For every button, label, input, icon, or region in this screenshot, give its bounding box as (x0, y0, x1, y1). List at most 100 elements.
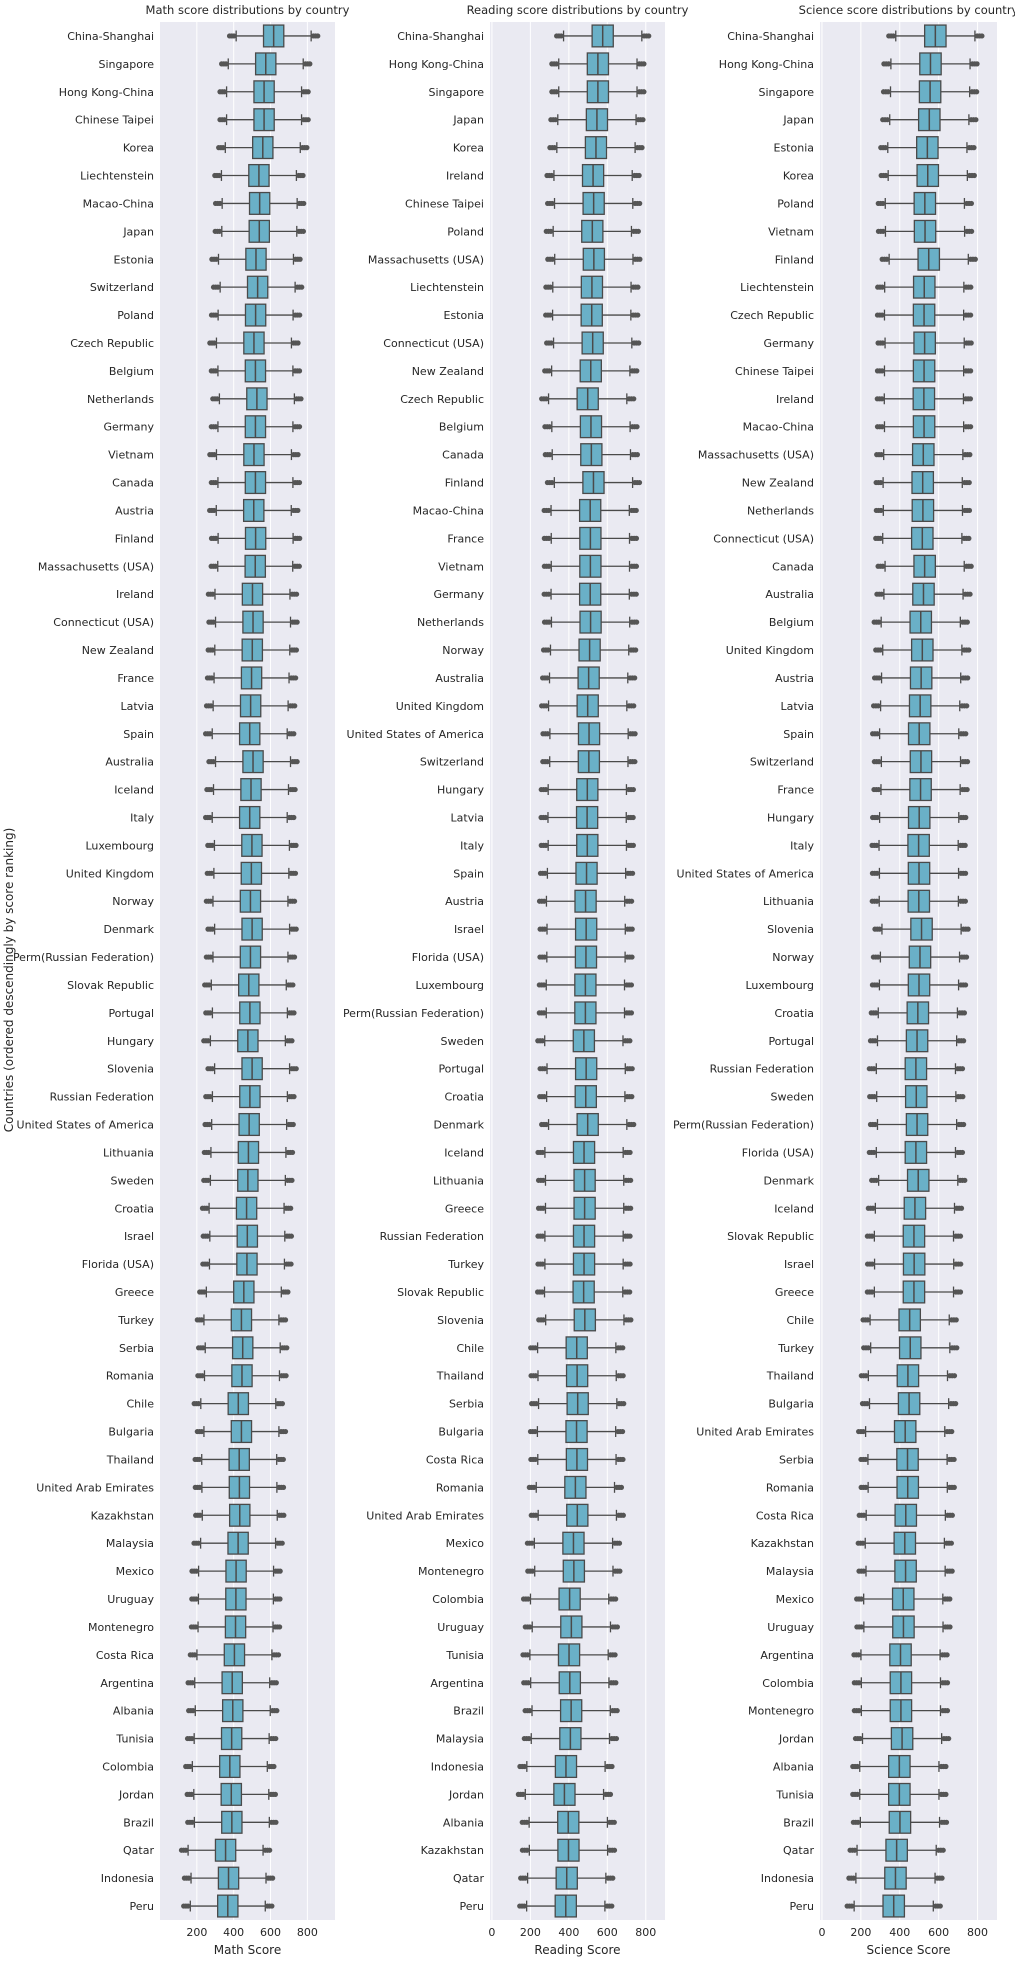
math-category-label: Kazakhstan (91, 1509, 154, 1522)
reading-category-label: United States of America (347, 728, 484, 741)
math-outlier (284, 1345, 290, 1351)
science-outlier (854, 1624, 860, 1630)
science-category-label: Serbia (779, 1453, 814, 1466)
science-outlier (856, 1512, 862, 1518)
science-category-label: China-Shanghai (727, 30, 814, 43)
math-outlier (203, 1094, 209, 1100)
math-outlier (184, 1735, 191, 1742)
science-outlier (859, 1401, 866, 1407)
science-category-label: Sweden (771, 1091, 814, 1104)
reading-outlier (519, 1819, 525, 1825)
math-outlier (200, 1261, 206, 1267)
science-outlier (974, 61, 980, 67)
reading-outlier (617, 1568, 623, 1574)
reading-category-label: United Kingdom (396, 700, 484, 713)
reading-outlier (637, 200, 643, 207)
reading-category-label: Ireland (446, 170, 484, 183)
math-x-tick-label: 200 (186, 1926, 207, 1939)
reading-category-label: Liechtenstein (410, 281, 484, 294)
reading-category-label: Serbia (449, 1398, 484, 1411)
reading-outlier (554, 33, 560, 39)
reading-category-label: Albania (443, 1816, 484, 1829)
reading-outlier (637, 256, 643, 262)
reading-outlier (620, 1512, 626, 1518)
math-outlier (226, 33, 233, 39)
science-outlier (963, 731, 969, 737)
reading-category-label: Denmark (433, 1119, 484, 1132)
math-outlier (273, 1735, 279, 1742)
math-category-label: Sweden (111, 1174, 154, 1187)
math-category-label: Mexico (116, 1565, 155, 1578)
math-category-label: Croatia (114, 1202, 154, 1215)
science-category-label: Peru (789, 1900, 814, 1913)
science-outlier (875, 284, 881, 290)
reading-outlier (547, 145, 553, 151)
math-category-label: Austria (115, 504, 154, 517)
science-category-label: Connecticut (USA) (713, 532, 814, 545)
science-category-label: Hungary (767, 811, 814, 824)
reading-category-label: Jordan (448, 1788, 484, 1801)
reading-category-label: Czech Republic (400, 393, 484, 406)
math-category-label: Slovenia (107, 1063, 154, 1076)
science-category-label: Japan (782, 114, 814, 127)
reading-category-label: Kazakhstan (421, 1844, 484, 1857)
reading-outlier (541, 619, 548, 625)
science-x-tick-label: 600 (928, 1926, 949, 1939)
science-outlier (965, 926, 971, 932)
math-category-label: Argentina (100, 1677, 154, 1690)
reading-outlier (616, 1540, 623, 1546)
science-outlier (850, 1791, 856, 1797)
math-category-label: Russian Federation (50, 1091, 154, 1104)
reading-outlier (628, 1177, 634, 1183)
math-outlier (208, 424, 214, 430)
math-outlier (185, 1680, 191, 1686)
reading-category-label: France (447, 532, 484, 545)
reading-category-label: Japan (452, 114, 484, 127)
math-outlier (273, 1680, 279, 1686)
math-outlier (288, 1205, 294, 1211)
reading-outlier (620, 1345, 626, 1351)
reading-outlier (538, 786, 544, 793)
reading-outlier (541, 563, 547, 569)
math-outlier (296, 368, 303, 374)
science-outlier (962, 1177, 968, 1183)
reading-outlier (634, 452, 641, 458)
reading-category-label: Uruguay (437, 1621, 484, 1634)
science-outlier (973, 117, 979, 123)
science-category-label: Canada (772, 560, 814, 573)
reading-outlier (613, 1680, 619, 1686)
science-outlier (943, 1819, 950, 1825)
reading-outlier (614, 1624, 621, 1630)
science-outlier (968, 368, 974, 374)
science-outlier (971, 172, 977, 179)
math-category-label: Hungary (107, 1035, 154, 1048)
math-category-label: United Kingdom (66, 867, 154, 880)
reading-category-label: Israel (454, 923, 484, 936)
math-category-label: France (117, 672, 154, 685)
science-category-label: Spain (783, 728, 814, 741)
math-outlier (267, 1847, 273, 1853)
science-category-label: Colombia (762, 1677, 814, 1690)
math-outlier (296, 424, 303, 430)
reading-outlier (539, 396, 545, 402)
science-category-label: Russian Federation (710, 1063, 814, 1076)
math-x-tick-label: 400 (223, 1926, 244, 1939)
math-outlier (289, 1038, 295, 1044)
science-outlier (961, 1010, 968, 1016)
science-outlier (864, 1289, 870, 1295)
reading-outlier (629, 898, 635, 904)
reading-category-label: Vietnam (438, 560, 484, 573)
math-category-label: Japan (122, 225, 154, 238)
math-outlier (285, 1289, 291, 1295)
reading-category-label: Chile (456, 1342, 484, 1355)
science-outlier (949, 1512, 955, 1518)
science-category-label: Jordan (778, 1733, 814, 1746)
science-outlier (873, 507, 879, 514)
math-outlier (297, 312, 303, 318)
reading-category-label: Slovenia (437, 1314, 484, 1327)
math-category-label: Albania (113, 1705, 154, 1718)
math-category-label: Poland (117, 309, 154, 322)
science-outlier (966, 479, 972, 486)
science-outlier (940, 1847, 946, 1853)
math-category-label: Montenegro (88, 1621, 154, 1634)
